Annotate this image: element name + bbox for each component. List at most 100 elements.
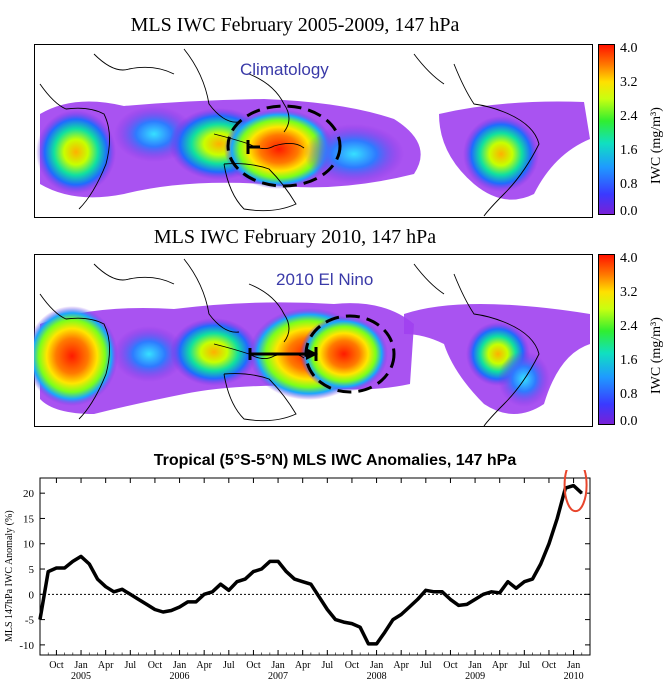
data-point xyxy=(458,604,460,607)
data-point xyxy=(351,623,353,625)
y-tick-label: 10 xyxy=(23,539,35,551)
colorbar-2-label: IWC (mg/m³) xyxy=(649,317,664,394)
x-tick-label: Jan xyxy=(468,660,481,671)
data-point xyxy=(400,613,402,616)
data-point xyxy=(211,591,213,593)
data-point xyxy=(449,598,452,600)
chart-title: Tropical (5°S-5°N) MLS IWC Anomalies, 14… xyxy=(153,452,517,469)
data-point xyxy=(252,570,255,573)
x-tick-label: Apr xyxy=(98,660,114,671)
series-line xyxy=(38,483,583,646)
data-point xyxy=(499,592,501,594)
cb1-tick-3: 1.6 xyxy=(620,143,638,158)
map1-iwc-field xyxy=(36,99,590,200)
year-label: 2010 xyxy=(564,671,584,682)
year-label: 2006 xyxy=(170,671,190,682)
cb1-tick-4: 0.8 xyxy=(620,177,638,192)
colorbar-1 xyxy=(598,44,615,215)
anomaly-chart: -10 -5 0 5 10 15 20 Oct Jan Apr Jul Oct Jan Apr Jul Oct… xyxy=(19,470,591,682)
cb1-tick-1: 3.2 xyxy=(620,75,638,90)
year-label: 2008 xyxy=(367,671,387,682)
data-point xyxy=(203,593,205,595)
data-point xyxy=(129,593,131,595)
map1-label: Climatology xyxy=(240,60,329,79)
data-point xyxy=(310,583,312,585)
x-tick-label: Jul xyxy=(420,660,432,671)
x-tick-label: Oct xyxy=(148,660,163,671)
data-point xyxy=(105,586,107,588)
cb2-tick-3: 1.6 xyxy=(620,353,638,368)
data-point xyxy=(170,609,172,612)
map2-title: MLS IWC February 2010, 147 hPa xyxy=(153,226,437,248)
map2-panel xyxy=(34,254,593,427)
y-tick-label: 5 xyxy=(29,564,35,576)
x-tick-label: Apr xyxy=(393,660,409,671)
data-point xyxy=(482,593,484,595)
data-point xyxy=(375,643,378,645)
cb1-tick-0: 4.0 xyxy=(620,41,638,56)
data-point xyxy=(433,591,435,593)
map1-panel xyxy=(34,44,593,218)
data-point xyxy=(425,589,427,591)
data-point xyxy=(490,591,493,593)
x-tick-label: Oct xyxy=(443,660,458,671)
data-point xyxy=(219,583,222,585)
cb1-tick-2: 2.4 xyxy=(620,109,638,124)
y-tick-label: 15 xyxy=(23,513,35,525)
colorbar-1-label: IWC (mg/m³) xyxy=(649,107,664,184)
data-point xyxy=(540,563,542,565)
data-point xyxy=(39,619,41,621)
data-point xyxy=(146,603,148,606)
data-point xyxy=(548,543,550,545)
x-tick-label: Jan xyxy=(370,660,383,671)
data-point xyxy=(441,591,443,593)
data-point xyxy=(326,608,328,611)
data-point xyxy=(277,560,279,563)
highlight-ellipse xyxy=(563,470,588,513)
x-tick-label: Apr xyxy=(492,660,508,671)
cb2-tick-4: 0.8 xyxy=(620,387,638,402)
x-tick-label: Jul xyxy=(321,660,333,671)
x-tick-label: Oct xyxy=(49,660,64,671)
data-point xyxy=(137,598,140,600)
map2-label: 2010 El Nino xyxy=(276,270,374,289)
data-point xyxy=(334,619,337,621)
data-point xyxy=(285,570,287,573)
data-point xyxy=(523,581,525,583)
data-point xyxy=(187,601,189,603)
data-point xyxy=(466,603,468,606)
data-point xyxy=(556,517,558,520)
map1-arrow-marker xyxy=(246,140,260,154)
x-tick-label: Jan xyxy=(567,660,580,671)
x-tick-label: Jan xyxy=(74,660,87,671)
data-point xyxy=(507,581,509,583)
map1-coastlines xyxy=(39,48,540,217)
data-point xyxy=(113,591,115,593)
data-point xyxy=(228,589,230,591)
x-tick-label: Jan xyxy=(271,660,284,671)
x-tick-label: Jul xyxy=(223,660,235,671)
map2-arrow xyxy=(248,347,318,361)
data-point xyxy=(121,588,123,590)
x-tick-label: Oct xyxy=(345,660,360,671)
data-point xyxy=(72,560,74,563)
cb2-tick-1: 3.2 xyxy=(620,285,638,300)
data-point xyxy=(96,578,99,580)
data-point xyxy=(195,601,197,603)
colorbar-2 xyxy=(598,254,615,425)
cb2-tick-2: 2.4 xyxy=(620,319,638,334)
data-point xyxy=(88,563,90,565)
x-tick-label: Oct xyxy=(246,660,261,671)
data-point xyxy=(474,598,476,600)
data-point xyxy=(417,598,419,600)
x-tick-label: Apr xyxy=(295,660,311,671)
data-point xyxy=(392,619,394,621)
data-point xyxy=(367,643,369,645)
data-point xyxy=(154,608,156,611)
data-point xyxy=(572,484,575,487)
data-point xyxy=(64,567,66,569)
y-tick-label: -5 xyxy=(25,615,35,627)
cb2-tick-0: 4.0 xyxy=(620,251,638,266)
data-point xyxy=(293,578,296,580)
data-point xyxy=(343,621,345,623)
